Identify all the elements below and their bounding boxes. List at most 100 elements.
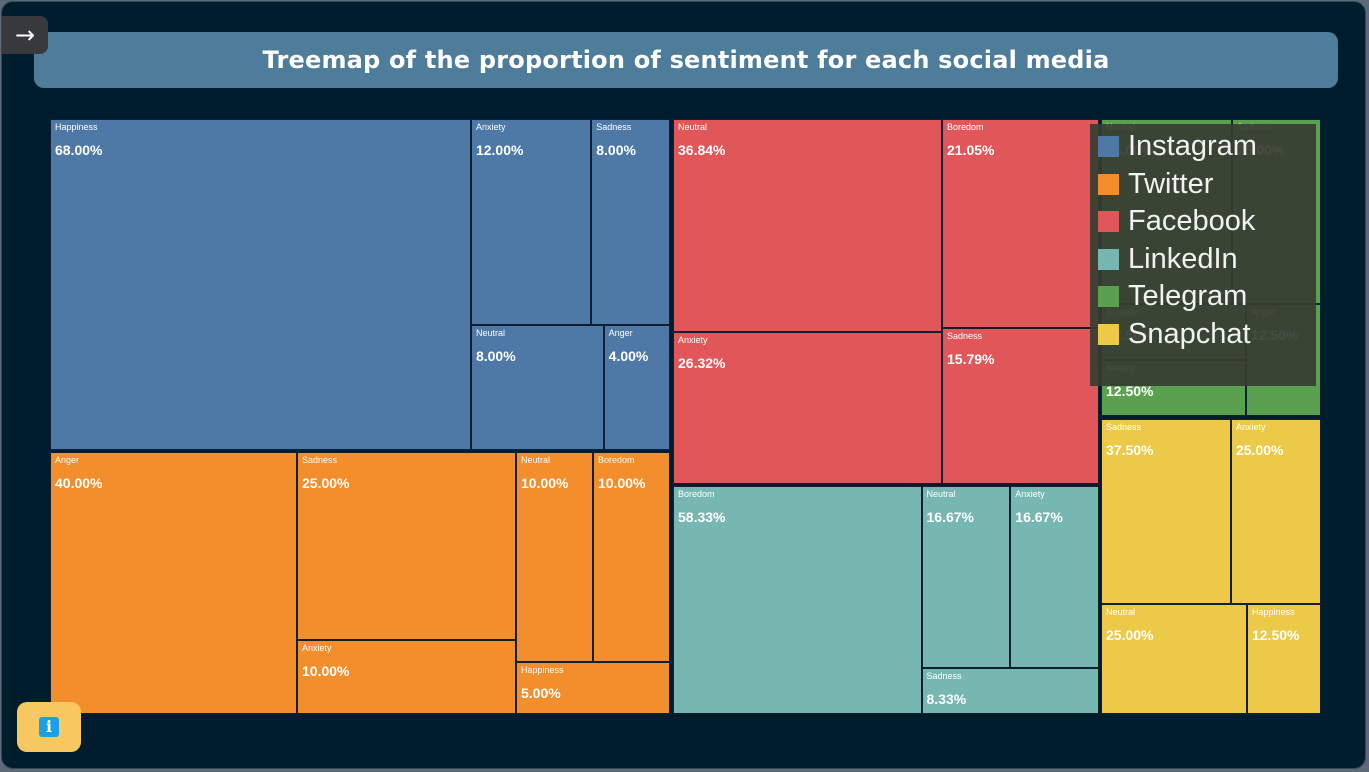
- legend-item-snapchat[interactable]: Snapchat: [1090, 316, 1316, 354]
- legend: Instagram Twitter Facebook LinkedIn Telegram…: [1090, 124, 1316, 386]
- treemap-cell-linkedin-sadness[interactable]: Sadness 8.33%: [921, 668, 1099, 714]
- cell-label: Anxiety: [1235, 422, 1266, 432]
- cell-value: 16.67%: [926, 509, 974, 525]
- legend-swatch: [1098, 211, 1119, 233]
- legend-label: Facebook: [1128, 205, 1256, 238]
- cell-label: Happiness: [520, 664, 564, 675]
- cell-value: 21.05%: [947, 142, 995, 158]
- legend-label: Snapchat: [1128, 317, 1251, 350]
- cell-value: 40.00%: [55, 475, 103, 491]
- treemap-cell-facebook-boredom[interactable]: Boredom 21.05%: [942, 119, 1099, 328]
- treemap-cell-facebook-sadness[interactable]: Sadness 15.79%: [942, 327, 1099, 484]
- cell-label: Sadness: [926, 671, 962, 682]
- cell-value: 12.50%: [1251, 626, 1300, 643]
- cell-value: 12.50%: [1106, 382, 1154, 399]
- cell-label: Sadness: [596, 122, 632, 132]
- cell-value: 25.00%: [1235, 442, 1284, 458]
- treemap-cell-twitter-happiness[interactable]: Happiness 5.00%: [515, 661, 670, 714]
- cell-label: Boredom: [947, 122, 984, 132]
- cell-label: Neutral: [520, 455, 550, 465]
- treemap-cell-linkedin-anxiety[interactable]: Anxiety 16.67%: [1010, 486, 1099, 669]
- legend-swatch: [1098, 286, 1119, 308]
- treemap-cell-instagram-anxiety[interactable]: Anxiety 12.00%: [470, 119, 592, 325]
- cell-label: Anxiety: [475, 122, 506, 132]
- info-button[interactable]: i: [17, 702, 81, 752]
- cell-value: 12.00%: [475, 142, 524, 158]
- treemap-group-snapchat: Sadness 37.50% Anxiety 25.00% Neutral 25.00% H…: [1101, 419, 1321, 714]
- treemap-cell-instagram-happiness[interactable]: Happiness 68.00%: [50, 119, 471, 450]
- chart-title: Treemap of the proportion of sentiment f…: [262, 46, 1110, 74]
- cell-label: Anger: [608, 328, 633, 338]
- legend-item-telegram[interactable]: Telegram: [1090, 278, 1316, 316]
- cell-value: 25.00%: [1106, 626, 1154, 643]
- cell-value: 36.84%: [678, 142, 726, 158]
- cell-label: Neutral: [678, 122, 708, 132]
- legend-label: LinkedIn: [1128, 242, 1238, 275]
- legend-item-linkedin[interactable]: LinkedIn: [1090, 241, 1316, 279]
- cell-value: 16.67%: [1015, 509, 1063, 525]
- cell-value: 25.00%: [302, 475, 350, 491]
- cell-label: Boredom: [597, 455, 635, 465]
- treemap-cell-twitter-anxiety[interactable]: Anxiety 10.00%: [297, 640, 516, 714]
- cell-label: Anxiety: [302, 643, 332, 653]
- cell-value: 8.33%: [926, 691, 967, 708]
- treemap-cell-snapchat-sadness[interactable]: Sadness 37.50%: [1101, 419, 1231, 604]
- cell-label: Neutral: [926, 489, 956, 499]
- treemap-cell-instagram-sadness[interactable]: Sadness 8.00%: [591, 119, 670, 325]
- legend-item-instagram[interactable]: Instagram: [1090, 128, 1316, 166]
- cell-label: Boredom: [678, 489, 715, 499]
- treemap-cell-twitter-sadness[interactable]: Sadness 25.00%: [297, 452, 516, 640]
- legend-swatch: [1098, 173, 1119, 195]
- legend-item-twitter[interactable]: Twitter: [1090, 166, 1316, 204]
- cell-label: Sadness: [302, 455, 338, 465]
- cell-label: Happiness: [1251, 606, 1295, 617]
- treemap-cell-twitter-neutral[interactable]: Neutral 10.00%: [515, 452, 593, 662]
- treemap-cell-instagram-neutral[interactable]: Neutral 8.00%: [470, 325, 604, 450]
- treemap-cell-facebook-anxiety[interactable]: Anxiety 26.32%: [673, 332, 943, 484]
- arrow-right-icon: →: [14, 21, 36, 49]
- cell-value: 68.00%: [55, 142, 103, 158]
- treemap-group-facebook: Neutral 36.84% Anxiety 26.32% Boredom 21.05% S…: [673, 119, 1099, 484]
- cell-value: 10.00%: [597, 475, 646, 491]
- legend-swatch: [1098, 248, 1119, 270]
- legend-swatch: [1098, 136, 1119, 158]
- treemap-cell-instagram-anger[interactable]: Anger 4.00%: [603, 325, 670, 450]
- sidebar-toggle-button[interactable]: →: [2, 16, 48, 54]
- treemap-cell-snapchat-anxiety[interactable]: Anxiety 25.00%: [1230, 419, 1321, 604]
- cell-value: 8.00%: [475, 348, 516, 364]
- treemap-cell-snapchat-happiness[interactable]: Happiness 12.50%: [1246, 603, 1321, 714]
- cell-value: 4.00%: [608, 348, 649, 364]
- cell-label: Anxiety: [1015, 489, 1045, 499]
- treemap-group-twitter: Anger 40.00% Sadness 25.00% Anxiety 10.00% Neu…: [50, 452, 670, 714]
- info-icon: i: [39, 717, 59, 737]
- cell-label: Happiness: [55, 122, 98, 132]
- title-bar: Treemap of the proportion of sentiment f…: [34, 32, 1338, 88]
- treemap-group-linkedin: Boredom 58.33% Neutral 16.67% Anxiety 16.67% S…: [673, 486, 1099, 714]
- legend-label: Telegram: [1128, 280, 1248, 313]
- cell-label: Sadness: [1106, 422, 1142, 432]
- treemap-cell-twitter-boredom[interactable]: Boredom 10.00%: [592, 452, 670, 662]
- cell-value: 58.33%: [678, 509, 726, 525]
- cell-value: 26.32%: [678, 355, 726, 371]
- cell-value: 37.50%: [1106, 442, 1154, 458]
- treemap-cell-linkedin-boredom[interactable]: Boredom 58.33%: [673, 486, 922, 714]
- cell-label: Anxiety: [678, 335, 708, 345]
- treemap-cell-twitter-anger[interactable]: Anger 40.00%: [50, 452, 297, 714]
- cell-label: Anger: [55, 455, 80, 465]
- treemap-cell-linkedin-neutral[interactable]: Neutral 16.67%: [921, 486, 1011, 669]
- legend-label: Twitter: [1128, 167, 1214, 200]
- treemap-group-instagram: Happiness 68.00% Anxiety 12.00% Sadness 8.00%…: [50, 119, 670, 450]
- cell-label: Neutral: [1106, 606, 1136, 617]
- treemap-cell-facebook-neutral[interactable]: Neutral 36.84%: [673, 119, 943, 332]
- cell-value: 10.00%: [520, 475, 569, 491]
- cell-value: 10.00%: [302, 663, 350, 679]
- cell-label: Neutral: [475, 328, 505, 338]
- cell-value: 5.00%: [520, 684, 561, 701]
- cell-label: Sadness: [947, 330, 983, 341]
- cell-value: 8.00%: [596, 142, 636, 158]
- legend-item-facebook[interactable]: Facebook: [1090, 203, 1316, 241]
- treemap-cell-snapchat-neutral[interactable]: Neutral 25.00%: [1101, 603, 1247, 714]
- legend-label: Instagram: [1128, 130, 1257, 163]
- cell-value: 15.79%: [947, 350, 995, 367]
